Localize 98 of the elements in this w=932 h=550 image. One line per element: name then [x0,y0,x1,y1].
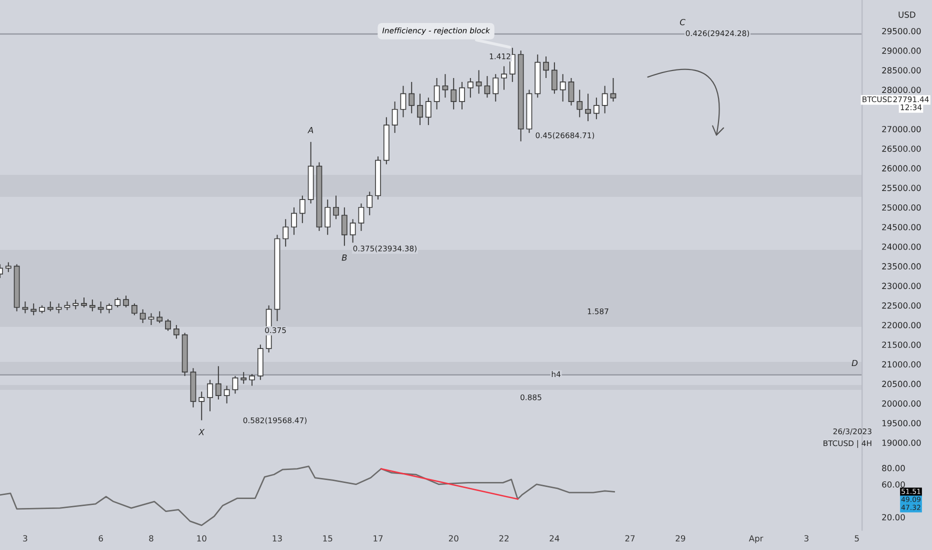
candlestick [5,262,12,273]
y-tick-label: 22000.00 [882,322,921,328]
candlestick [232,375,238,394]
candlestick [585,93,591,122]
candlestick [350,218,356,244]
y-tick-label: 27000.00 [882,126,921,132]
y-tick-label: 21500.00 [882,342,921,348]
candlestick [30,302,37,316]
candlestick [450,78,457,110]
candlestick [198,391,205,421]
candlestick [224,385,230,404]
y-tick-label: 29500.00 [882,28,921,34]
y-tick-label: 28500.00 [882,67,921,74]
candlestick [560,74,566,102]
candlestick [459,81,465,110]
candlestick [484,76,490,98]
candlestick [156,310,163,324]
x-tick-label: 13 [272,535,282,542]
candlestick [366,191,373,216]
y-tick-label: 80.00 [882,464,905,472]
y-tick-label: 20000.00 [882,400,921,407]
candlestick [131,302,138,316]
x-tick-label: 29 [676,535,686,542]
x-tick-label: 20 [448,535,458,542]
candlestick [123,295,129,308]
annotation: D [852,360,858,366]
candlestick [568,78,574,106]
candlestick [576,89,583,118]
annotation: X [198,428,205,436]
y-axis-title: USD [898,12,916,18]
candlestick [551,62,558,94]
candlestick [140,308,146,324]
y-tick-label: 26000.00 [882,165,921,172]
y-tick-label: 21000.00 [882,361,921,368]
candlestick [81,297,87,308]
x-tick-label: 15 [323,535,332,542]
candlestick [434,78,440,110]
annotation: C [680,18,686,26]
candlestick [148,312,154,326]
line-series [0,466,615,526]
y-tick-label: 19000.00 [882,440,921,446]
candlestick [47,300,54,312]
candlestick [341,206,348,246]
candlestick [106,302,112,314]
x-tick-label: 22 [499,535,508,542]
x-tick-label: 3 [804,535,808,542]
candlestick [207,379,213,412]
x-tick-label: 10 [197,535,206,542]
x-tick-label: 6 [98,535,103,542]
x-tick-label: 8 [149,535,154,542]
candlestick [602,85,608,114]
x-tick-label: 24 [550,535,560,542]
y-tick-label: 23500.00 [882,263,921,270]
annotation: A [308,127,314,134]
candlestick [543,56,549,78]
y-tick-label: 20500.00 [882,380,921,388]
candlestick [467,78,474,98]
y-tick-label: 20.00 [882,514,905,520]
candlestick [299,195,306,224]
candlestick [282,218,289,248]
candlestick [89,299,96,312]
candlestick [72,299,79,310]
x-tick-label: Apr [748,535,764,544]
y-tick-label: 25000.00 [882,204,921,211]
candlestick [358,202,364,232]
candlestick [249,374,255,386]
candlestick [291,206,297,236]
y-tick-label: 19500.00 [882,420,921,426]
y-tick-label: 28000.00 [882,86,921,94]
candlestick [492,74,499,102]
candlestick [417,93,423,126]
x-tick-label: 27 [625,535,635,542]
y-tick-label: 29000.00 [882,48,921,54]
candlestick [442,74,448,98]
candlestick [392,101,398,134]
y-tick-label: 24500.00 [882,224,921,230]
x-tick-label: 3 [23,535,28,542]
candlestick [333,195,339,220]
candlestick [408,81,415,114]
annotation: B [342,254,347,261]
candlestick [114,297,121,308]
x-tick-label: 5 [854,535,859,542]
candlestick [165,318,171,332]
candlestick [173,324,180,340]
y-tick-label: 22500.00 [882,302,921,309]
x-tick-label: 17 [374,535,383,542]
y-tick-label: 24000.00 [882,244,921,250]
candlestick [610,78,616,102]
y-tick-label: 60.00 [882,481,905,488]
candlestick [501,66,507,90]
candlestick [425,97,432,126]
candlestick [400,85,406,118]
y-tick-label: 26500.00 [882,146,921,152]
y-tick-label: 23000.00 [882,282,921,290]
candlestick [324,199,331,236]
y-tick-label: 25500.00 [882,184,921,192]
candlestick [593,97,600,120]
candlestick [476,70,482,94]
